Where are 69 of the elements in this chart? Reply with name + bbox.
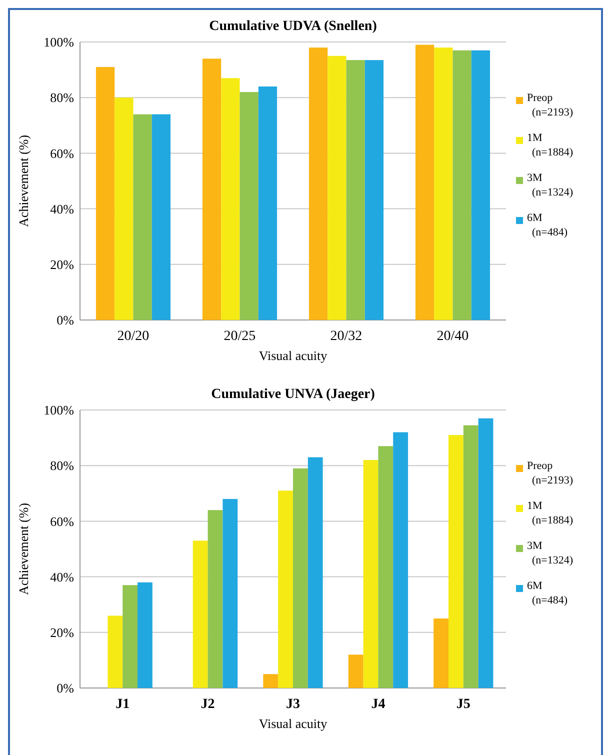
y-tick-label: 100% — [44, 34, 74, 50]
y-tick-label: 20% — [50, 256, 74, 272]
x-axis-title: Visual acuity — [258, 348, 328, 363]
legend-label: 1M (n=1884) — [527, 132, 574, 158]
bar — [364, 60, 384, 320]
y-tick-label: 0% — [56, 312, 74, 328]
bar — [293, 468, 308, 688]
y-tick-label: 40% — [50, 201, 74, 216]
chart-title: Cumulative UNVA (Jaeger) — [211, 387, 376, 402]
bar — [222, 498, 238, 688]
x-tick-label: 20/25 — [224, 329, 256, 344]
x-tick-label: J5 — [456, 697, 470, 712]
y-axis-title: Achievement (%) — [16, 502, 31, 596]
bar — [278, 490, 293, 688]
bar — [133, 114, 152, 320]
legend-label: Preop (n=2193) — [527, 460, 574, 486]
bar — [138, 582, 152, 688]
bar — [448, 435, 464, 688]
legend-label: 3M (n=1324) — [527, 540, 574, 566]
y-tick-label: 80% — [50, 458, 74, 474]
bar — [434, 48, 453, 320]
bar — [378, 446, 394, 688]
y-tick-label: 100% — [44, 402, 74, 418]
legend-label: 3M (n=1324) — [527, 172, 574, 198]
bar — [202, 58, 222, 320]
bar — [471, 50, 490, 320]
bar — [152, 114, 171, 320]
bar — [122, 585, 138, 688]
bar — [348, 654, 364, 688]
y-tick-label: 20% — [50, 624, 74, 640]
y-tick-label: 80% — [50, 90, 74, 106]
bar — [192, 540, 208, 688]
x-axis-title: Visual acuity — [258, 716, 328, 731]
bar — [393, 432, 408, 688]
x-tick-label: J2 — [200, 697, 215, 712]
bar — [108, 616, 123, 688]
bar — [463, 425, 478, 688]
legend-label: Preop (n=2193) — [527, 92, 574, 118]
bar — [434, 618, 448, 688]
bar — [221, 78, 240, 320]
y-tick-label: 0% — [56, 680, 74, 696]
legend-label: 6M (n=484) — [527, 580, 568, 606]
x-tick-label: J4 — [371, 697, 386, 712]
x-tick-label: J3 — [286, 697, 300, 712]
chart-title: Cumulative UDVA (Snellen) — [209, 19, 378, 34]
bar — [308, 457, 323, 688]
bar — [346, 60, 365, 320]
bar — [114, 98, 134, 320]
legend-label: 1M (n=1884) — [527, 500, 574, 526]
y-tick-label: 60% — [50, 146, 74, 161]
bar — [258, 86, 278, 320]
bar — [240, 92, 258, 320]
x-tick-label: 20/40 — [436, 329, 469, 344]
bar — [96, 67, 115, 320]
legend-label: 6M (n=484) — [527, 212, 568, 238]
x-tick-label: 20/20 — [117, 329, 150, 344]
x-tick-label: 20/32 — [330, 329, 362, 344]
y-axis-title: Achievement (%) — [16, 134, 31, 228]
bar — [308, 48, 328, 320]
bar — [478, 418, 494, 688]
bar — [208, 510, 223, 688]
bar — [452, 50, 472, 320]
bar — [328, 56, 346, 320]
bar — [415, 44, 434, 320]
y-tick-label: 40% — [50, 569, 74, 584]
bar — [263, 674, 278, 688]
y-tick-label: 60% — [50, 514, 74, 529]
bar — [363, 460, 378, 688]
x-tick-label: J1 — [116, 697, 130, 712]
